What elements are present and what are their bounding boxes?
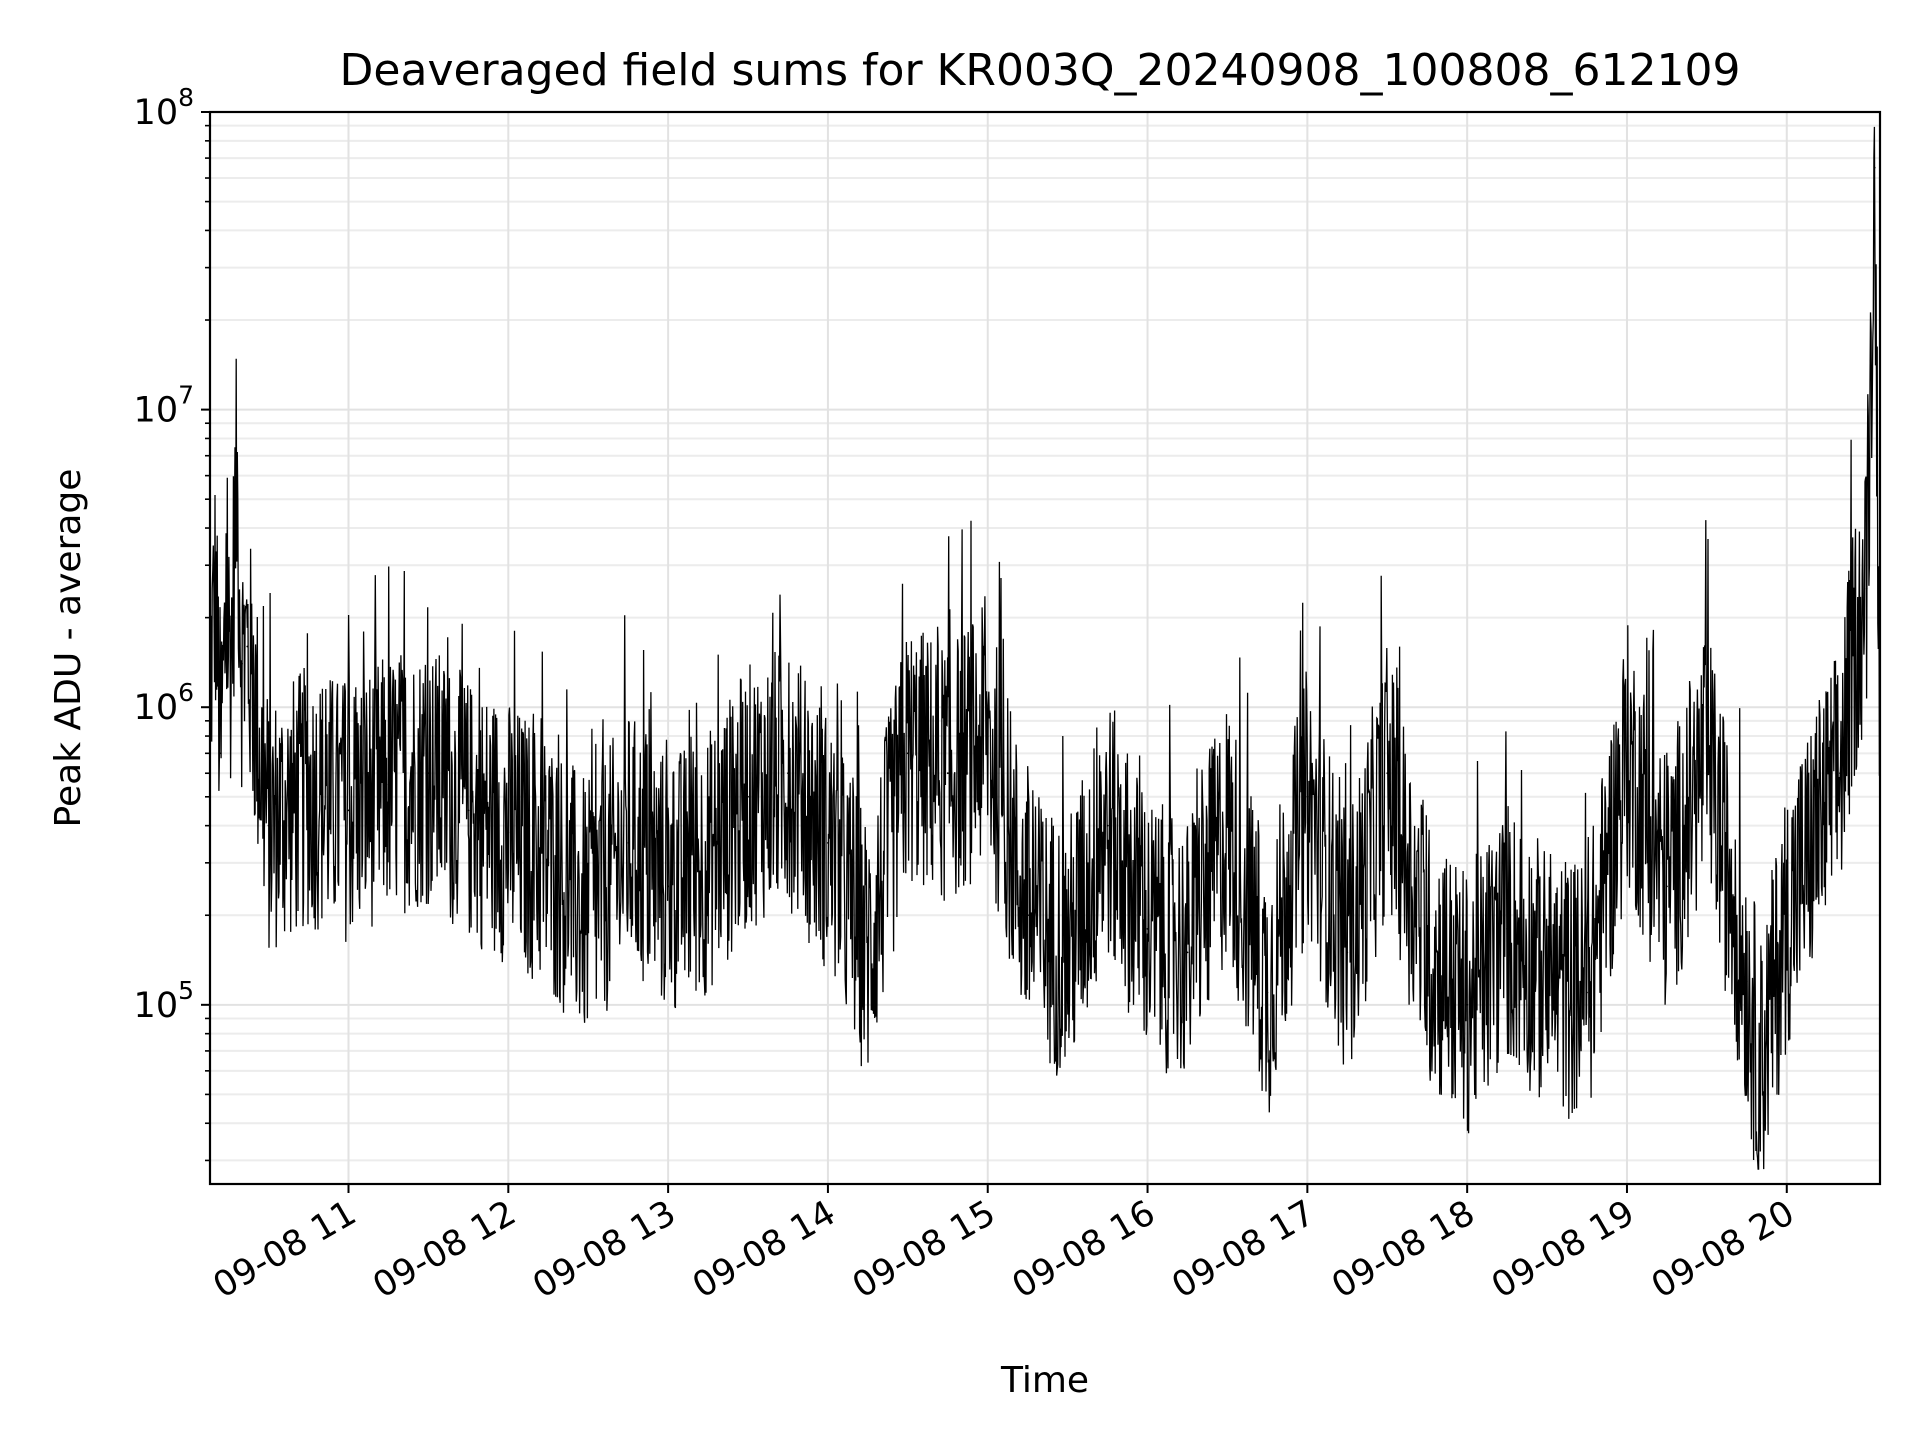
data-point <box>1386 772 1389 775</box>
data-point <box>235 474 238 477</box>
data-point <box>827 842 829 844</box>
data-point <box>1865 587 1868 590</box>
data-point <box>214 587 217 590</box>
data-point <box>1506 928 1508 930</box>
data-point <box>467 809 470 812</box>
data-point <box>1745 980 1748 983</box>
data-point <box>267 824 270 827</box>
data-point <box>1066 951 1069 954</box>
data-point <box>986 735 989 737</box>
data-point <box>1873 166 1876 169</box>
plot-frame <box>208 110 1882 1186</box>
data-point <box>1706 752 1708 755</box>
data-point <box>427 772 430 775</box>
data-point <box>1812 842 1815 844</box>
data-point <box>1759 1069 1761 1072</box>
data-point <box>1146 928 1149 930</box>
data-point <box>1785 914 1788 917</box>
data-point <box>230 653 233 656</box>
chart-title: Deaveraged field sums for KR003Q_2024090… <box>340 45 1741 96</box>
data-point <box>246 645 249 648</box>
data-point <box>1306 795 1309 798</box>
data-point <box>307 795 310 798</box>
data-point <box>1546 980 1548 983</box>
data-point <box>707 861 709 864</box>
data-point <box>1466 1003 1469 1006</box>
data-point <box>1266 991 1269 994</box>
data-point <box>1586 991 1588 994</box>
data-point <box>1026 914 1029 917</box>
data-point <box>547 861 550 864</box>
data-point <box>1426 951 1429 954</box>
data-point <box>1106 824 1109 827</box>
data-point <box>627 842 630 844</box>
data-point <box>225 616 227 619</box>
data-point <box>867 951 869 954</box>
data-point <box>347 809 350 812</box>
data-point <box>667 885 669 888</box>
series-line <box>209 126 1881 1170</box>
data-point <box>747 795 749 798</box>
data-point <box>787 772 789 775</box>
y-axis-label: Peak ADU - average <box>48 469 89 828</box>
data-point <box>1852 653 1855 656</box>
data-point <box>946 772 949 775</box>
data-point <box>507 831 510 834</box>
data-point <box>1226 824 1229 827</box>
data-point <box>1626 752 1628 755</box>
data-point <box>906 752 909 755</box>
data-point <box>1666 885 1668 888</box>
data-point <box>241 662 243 665</box>
data-point <box>587 914 590 917</box>
data-point <box>1186 951 1189 954</box>
data-point <box>1346 951 1349 954</box>
data-point <box>387 783 390 786</box>
data-point <box>1839 772 1841 775</box>
x-axis-label: Time <box>1000 1360 1089 1401</box>
data-point <box>219 752 222 755</box>
